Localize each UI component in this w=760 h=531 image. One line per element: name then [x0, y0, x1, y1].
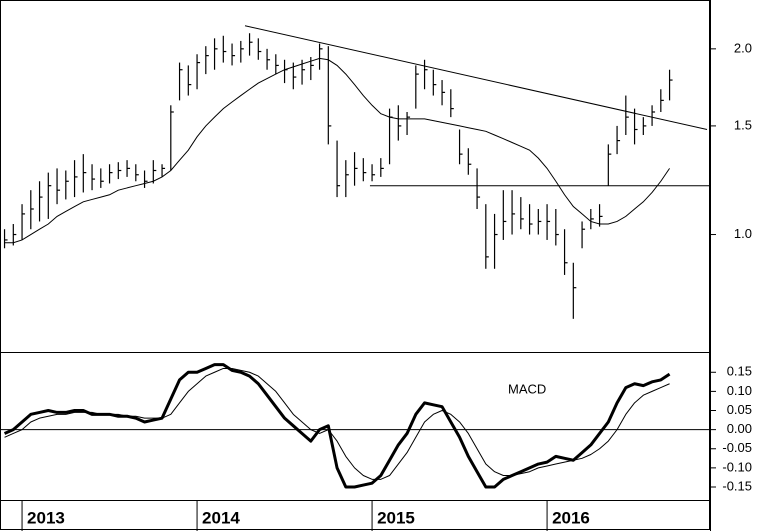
plot-frame — [0, 0, 710, 530]
x-tick-label: 2013 — [27, 508, 65, 527]
x-tick-label: 2015 — [377, 508, 415, 527]
y-tick-label: 0.10 — [727, 383, 752, 398]
y-tick-label: -0.10 — [722, 459, 752, 474]
y-tick-label: -0.15 — [722, 478, 752, 493]
y-tick-label: 2.0 — [734, 40, 752, 55]
macd-line — [3, 363, 671, 489]
trendline — [244, 25, 708, 130]
y-tick-label: 1.0 — [734, 226, 752, 241]
y-tick-label: -0.05 — [722, 440, 752, 455]
x-tick-label: 2014 — [202, 508, 240, 527]
x-tick-label: 2016 — [552, 508, 590, 527]
macd-line — [4, 367, 670, 480]
y-tick-label: 0.15 — [727, 364, 752, 379]
y-tick-label: 0.00 — [727, 421, 752, 436]
y-tick-label: 0.05 — [727, 402, 752, 417]
y-tick-label: 1.5 — [734, 117, 752, 132]
annotation: MACD — [508, 381, 546, 396]
